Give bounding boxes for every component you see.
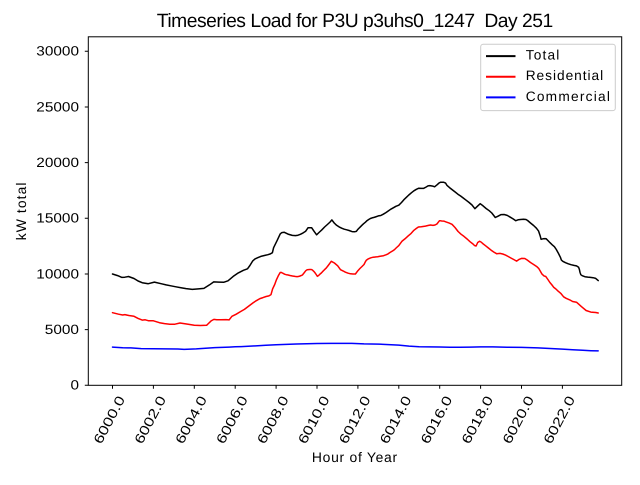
svg-text:5000: 5000 — [45, 322, 79, 337]
svg-text:15000: 15000 — [36, 211, 79, 226]
svg-text:Timeseries Load for P3U p3uhs0: Timeseries Load for P3U p3uhs0_1247 Day … — [157, 11, 554, 32]
svg-text:Hour of Year: Hour of Year — [312, 449, 398, 465]
svg-text:10000: 10000 — [36, 266, 79, 281]
svg-text:kW total: kW total — [13, 183, 29, 241]
svg-text:Commercial: Commercial — [526, 89, 610, 104]
svg-text:Total: Total — [526, 48, 560, 63]
svg-text:30000: 30000 — [36, 44, 79, 59]
svg-text:0: 0 — [71, 378, 80, 393]
svg-text:25000: 25000 — [36, 99, 79, 114]
svg-text:Residential: Residential — [526, 68, 604, 83]
svg-text:20000: 20000 — [36, 155, 79, 170]
